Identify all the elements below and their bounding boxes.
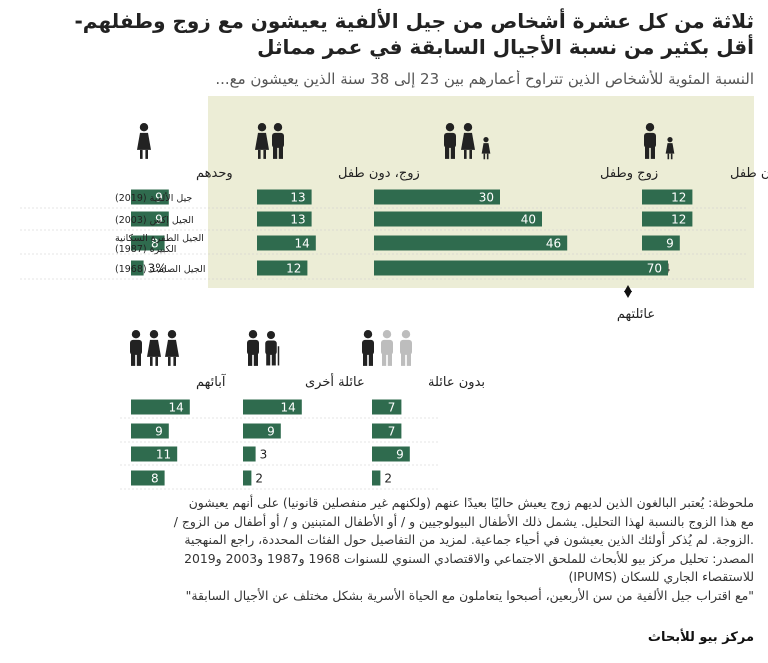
group-0-value-0: 12: [671, 191, 686, 205]
group-0-bar-1: [642, 211, 693, 227]
group-3-value-3: 3%: [148, 262, 167, 276]
group-6-value-0: 14: [169, 401, 184, 415]
group-3-value-0: 9: [155, 191, 163, 205]
brand-name: مركز بيو للأبحاث: [647, 630, 754, 645]
generation-label-2: الجيل الطفرة السكانية الكبيرة (1987): [115, 233, 204, 255]
note-line-3: .الزوجة. لم يُذكر أولئك الذين يعيشون في …: [184, 532, 754, 547]
group-2-icon-woman: [255, 123, 269, 159]
group-1-icon-woman: [461, 123, 475, 159]
group-4-bar-2: [372, 446, 410, 462]
source-line-2: للاستقصاء الجاري للسكان (IPUMS): [568, 569, 755, 584]
chart-title: ثلاثة من كل عشرة أشخاص من جيل الألفية يع…: [14, 8, 754, 60]
group-1-bar-0: [374, 189, 500, 205]
notes-section: ملحوظة: يُعتبر البالغون الذين لديهم زوج …: [16, 494, 754, 605]
group-4-value-1: 7: [388, 425, 396, 439]
group-4-bar-3: [372, 470, 381, 486]
group-4-value-2: 9: [396, 448, 404, 462]
group-3-label: وحدهم: [196, 166, 233, 181]
group-6-value-3: 8: [151, 472, 159, 486]
title-line-1: ثلاثة من كل عشرة أشخاص من جيل الألفية يع…: [74, 9, 754, 33]
group-4-icon-adult: [362, 330, 374, 366]
group-3-bar-2: [131, 235, 165, 251]
group-2-label: زوج، دون طفل: [338, 166, 420, 181]
group-1-value-0: 30: [479, 191, 494, 205]
group-6-value-2: 11: [156, 448, 171, 462]
group-3-bar-1: [131, 211, 169, 227]
group-2-value-0: 13: [290, 191, 305, 205]
group-5-bar-3: [243, 470, 252, 486]
note-line-2: مع هذا الزوج بالنسبة لهذا التحليل. يشمل …: [173, 513, 754, 529]
group-4-bar-1: [372, 423, 402, 439]
group-1-bar-2: [374, 235, 568, 251]
group-2-bar-1: [257, 211, 312, 227]
group-2-value-3: 12: [286, 262, 301, 276]
group-2-bar-2: [257, 235, 316, 251]
group-5-bar-1: [243, 423, 281, 439]
group-5-icon-elder: [265, 331, 280, 366]
group-1-value-3: 70: [647, 262, 662, 276]
chart-subtitle: النسبة المئوية للأشخاص الذين تتراوح أعما…: [215, 70, 754, 88]
group-6-bar-0: [131, 399, 190, 415]
group-4-icon-muted-2: [400, 330, 412, 366]
group-0-value-1: 12: [671, 213, 686, 227]
group-5-icon-adult: [247, 330, 259, 366]
group-6-icon-mother: [165, 330, 179, 366]
source-report-title: "مع اقتراب جيل الألفية من سن الأربعين، أ…: [185, 587, 754, 603]
group-6-bar-1: [131, 423, 169, 439]
group-0-bar-2: [642, 235, 680, 251]
group-0-icon-child: [665, 137, 675, 160]
group-5-value-1: 9: [267, 425, 275, 439]
group-1-bar-1: [374, 211, 542, 227]
group-4-value-0: 7: [388, 401, 396, 415]
group-5-label: عائلة أخرى: [305, 373, 365, 390]
group-6-bar-3: [131, 470, 165, 486]
title-line-2: أقل بكثير من نسبة الأجيال السابقة في عمر…: [257, 35, 754, 59]
group-2-value-1: 13: [290, 213, 305, 227]
group-1-icon-child: [481, 137, 491, 160]
group-1-icon-man: [444, 123, 456, 159]
group-5-bar-0: [243, 399, 302, 415]
group-6-bar-2: [131, 446, 178, 462]
group-5-value-0: 14: [281, 401, 296, 415]
note-line-1: ملحوظة: يُعتبر البالغون الذين لديهم زوج …: [188, 495, 754, 510]
source-line-1: المصدر: تحليل مركز بيو للأبحاث للملحق ال…: [184, 550, 754, 566]
annotation-arrow: [624, 291, 632, 298]
group-2-bar-0: [257, 189, 312, 205]
group-4-value-3: 2: [384, 472, 392, 486]
group-6-value-1: 9: [155, 425, 163, 439]
annotation-label: عائلتهم: [617, 307, 655, 322]
group-1-value-2: 46: [546, 237, 561, 251]
group-5-bar-2: [243, 446, 256, 462]
annotation-arrow-tip: [624, 285, 632, 292]
group-0-bar-0: [642, 189, 693, 205]
group-5-value-2: 3: [260, 448, 268, 462]
group-0-icon-adult: [644, 123, 656, 159]
group-4-bar-0: [372, 399, 402, 415]
generation-label-1: الجيل إكس (2003): [115, 215, 194, 226]
group-3-bar-3: [131, 260, 144, 276]
group-1-value-1: 40: [521, 213, 536, 227]
group-1-bar-3: [374, 260, 668, 276]
group-3-icon-adult: [137, 123, 151, 159]
group-4-label: بدون عائلة: [428, 375, 485, 390]
group-6-icon-self: [147, 330, 161, 366]
group-0-value-2: 9: [666, 237, 674, 251]
group-2-value-2: 14: [295, 237, 310, 251]
group-3-value-1: 9: [155, 213, 163, 227]
group-6-label: آبائهم: [196, 373, 227, 390]
group-4-icon-muted-1: [381, 330, 393, 366]
chart-svg: دون زوج ودون طفل121294زوج وطفل30404670زو…: [20, 96, 768, 490]
group-5-value-3: 2: [255, 472, 263, 486]
generation-label-0: جيل الألفية (2019): [115, 192, 192, 204]
group-2-bar-3: [257, 260, 308, 276]
group-6-icon-father: [130, 330, 142, 366]
group-1-label: زوج وطفل: [600, 166, 658, 181]
group-3-value-2: 8: [151, 237, 159, 251]
group-2-icon-man: [272, 123, 284, 159]
group-0-label: دون زوج ودون طفل: [730, 166, 768, 181]
generation-label-3: الجيل الصامت (1968): [115, 264, 205, 275]
group-3-bar-0: [131, 189, 169, 205]
